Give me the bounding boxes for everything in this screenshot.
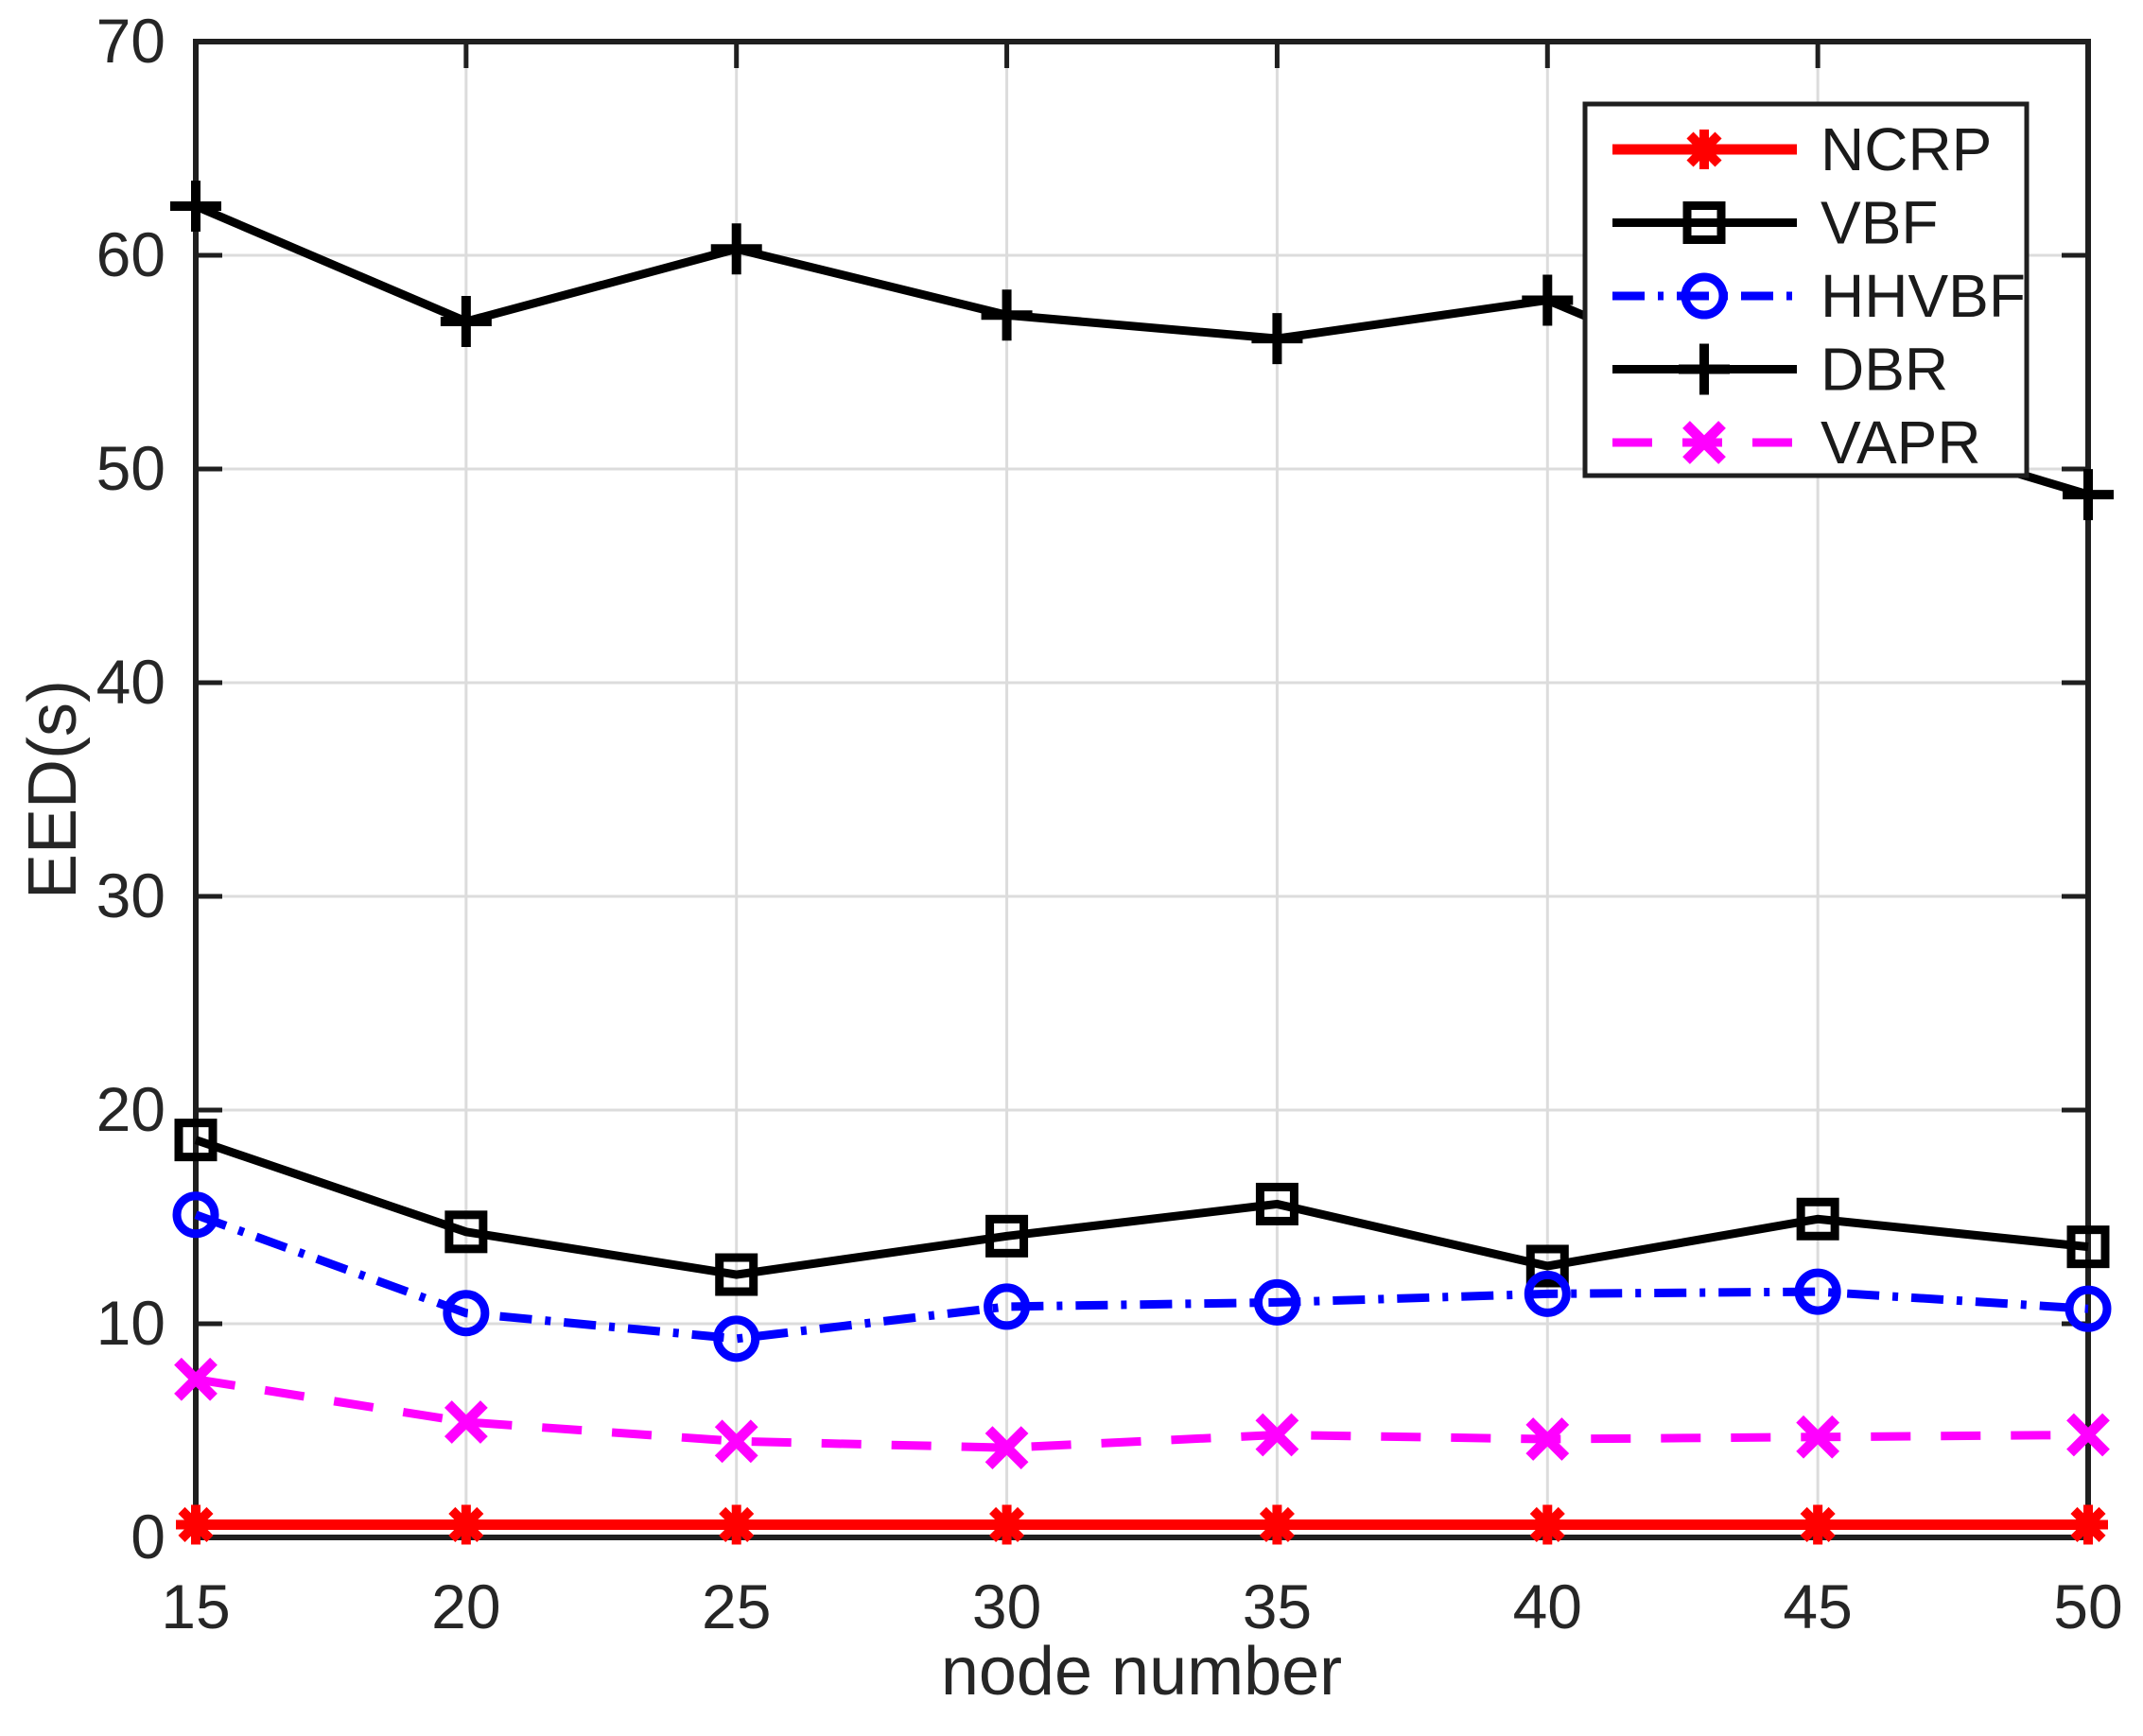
y-tick-labels: 0 10 20 30 40 50 60 70 — [96, 6, 166, 1571]
legend-item-vbf: VBF — [1612, 189, 1938, 257]
legend-label: HHVBF — [1821, 262, 2026, 330]
plus-marker-dbr — [2063, 469, 2114, 521]
legend-plus-marker — [1679, 343, 1730, 395]
square-marker-vbf — [1255, 1182, 1298, 1225]
x-axis-label: node number — [941, 1634, 1342, 1710]
legend-square-marker — [1682, 201, 1726, 244]
x-marker-vapr — [1796, 1415, 1840, 1459]
square-marker-vbf — [174, 1119, 218, 1162]
x-tick-label: 35 — [1243, 1571, 1312, 1641]
x-tick-label: 50 — [2053, 1571, 2122, 1641]
circle-marker-hhvbf — [713, 1315, 760, 1363]
legend-circle-marker — [1681, 272, 1728, 320]
axes-box — [193, 39, 2091, 1540]
x-marker-vapr — [174, 1357, 218, 1401]
legend-label: VAPR — [1821, 408, 1981, 477]
legend-label: NCRP — [1821, 115, 1992, 183]
legend-x-marker — [1682, 421, 1726, 464]
y-tick-label: 10 — [96, 1288, 166, 1358]
x-marker-vapr — [2066, 1413, 2110, 1457]
y-tick-label: 60 — [96, 219, 166, 289]
series-line-vapr — [195, 1375, 2089, 1452]
x-tick-label: 45 — [1783, 1571, 1852, 1641]
legend-label: VBF — [1821, 189, 1938, 257]
x-tick-labels: 15 20 25 30 35 40 45 50 — [161, 1571, 2122, 1641]
circle-marker-hhvbf — [1253, 1278, 1300, 1326]
x-marker-vapr — [1525, 1417, 1570, 1461]
x-tick-label: 40 — [1513, 1571, 1582, 1641]
plus-marker-dbr — [710, 223, 762, 275]
x-tick-label: 20 — [431, 1571, 500, 1641]
y-tick-label: 40 — [96, 647, 166, 717]
circle-marker-hhvbf — [172, 1191, 219, 1239]
asterisk-marker-ncrp — [986, 1504, 1027, 1545]
asterisk-marker-ncrp — [1257, 1504, 1298, 1545]
series-vbf — [174, 1119, 2110, 1296]
x-tick-label: 30 — [972, 1571, 1041, 1641]
y-tick-label: 0 — [131, 1502, 166, 1571]
plus-marker-dbr — [1522, 274, 1574, 326]
circle-marker-hhvbf — [1794, 1268, 1841, 1315]
x-marker-vapr — [984, 1426, 1029, 1469]
asterisk-marker-ncrp — [2068, 1504, 2108, 1545]
circle-marker-hhvbf — [1524, 1270, 1571, 1317]
legend-asterisk-marker — [1684, 130, 1724, 169]
y-tick-label: 70 — [96, 6, 166, 76]
y-axis-label: EED(s) — [15, 680, 91, 899]
square-marker-vbf — [444, 1210, 488, 1254]
legend-box — [1582, 101, 2030, 478]
square-marker-vbf — [1796, 1197, 1839, 1241]
asterisk-marker-ncrp — [1527, 1504, 1568, 1545]
series-hhvbf — [172, 1191, 2112, 1363]
x-marker-vapr — [714, 1419, 758, 1464]
y-tick-label: 20 — [96, 1074, 166, 1144]
square-marker-vbf — [985, 1214, 1029, 1258]
plus-marker-dbr — [170, 181, 221, 233]
plus-marker-dbr — [440, 296, 492, 348]
x-tick-label: 15 — [161, 1571, 230, 1641]
asterisk-marker-ncrp — [176, 1504, 216, 1545]
x-marker-vapr — [1255, 1413, 1299, 1457]
square-marker-vbf — [715, 1253, 758, 1296]
circle-marker-hhvbf — [984, 1283, 1031, 1330]
square-marker-vbf — [2066, 1225, 2110, 1269]
y-tick-label: 30 — [96, 860, 166, 930]
series-line-hhvbf — [194, 1210, 2089, 1344]
legend-item-dbr: DBR — [1612, 336, 1948, 404]
series-line-vbf — [194, 1136, 2089, 1279]
square-marker-vbf — [1525, 1244, 1569, 1288]
legend-item-vapr: VAPR — [1612, 408, 1981, 477]
legend-item-hhvbf: HHVBF — [1612, 262, 2026, 330]
plus-marker-dbr — [1251, 313, 1303, 365]
plus-marker-dbr — [981, 289, 1033, 341]
asterisk-marker-ncrp — [445, 1504, 486, 1545]
legend-label: DBR — [1821, 336, 1948, 404]
series-vapr — [174, 1357, 2110, 1469]
asterisk-marker-ncrp — [1798, 1504, 1838, 1545]
circle-marker-hhvbf — [2065, 1285, 2112, 1332]
legend-item-ncrp: NCRP — [1612, 115, 1992, 183]
asterisk-marker-ncrp — [716, 1504, 757, 1545]
y-tick-label: 50 — [96, 433, 166, 503]
x-tick-label: 25 — [702, 1571, 771, 1641]
x-marker-vapr — [444, 1400, 488, 1444]
series-ncrp — [176, 1504, 2108, 1545]
circle-marker-hhvbf — [443, 1290, 490, 1337]
